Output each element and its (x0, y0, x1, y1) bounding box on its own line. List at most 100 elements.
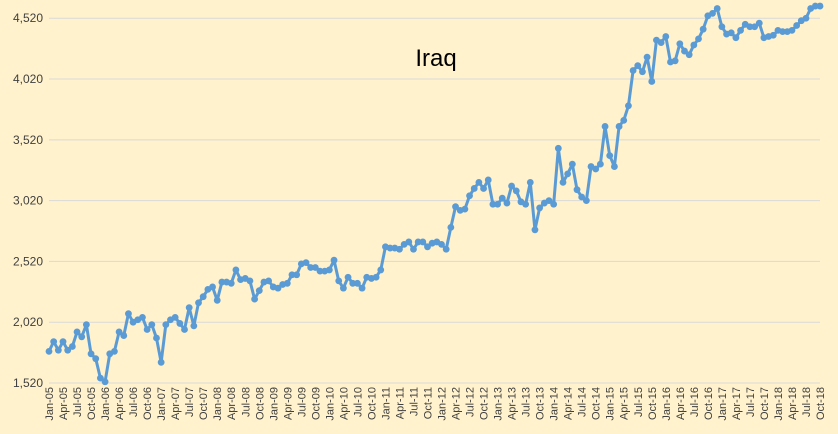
data-point (358, 284, 366, 292)
data-point (676, 40, 684, 48)
data-point (779, 28, 787, 36)
x-tick-label: Apr-18 (787, 387, 799, 420)
data-point (816, 2, 824, 10)
data-point (162, 321, 170, 329)
x-tick-label: Oct-05 (86, 387, 98, 420)
x-tick-label: Apr-05 (58, 387, 70, 420)
data-point (354, 279, 361, 287)
y-tick-label: 4,520 (13, 11, 43, 25)
data-point (685, 51, 693, 59)
x-tick-label: Jan-11 (380, 387, 392, 420)
data-point (559, 178, 567, 186)
data-point (568, 160, 576, 168)
data-point (737, 26, 744, 34)
data-point (209, 283, 216, 291)
x-tick-label: Oct-18 (815, 387, 827, 420)
x-tick-label: Jul-10 (352, 387, 364, 417)
data-point (59, 338, 67, 346)
data-point (87, 350, 95, 358)
data-point (311, 264, 319, 271)
data-point (176, 320, 184, 327)
x-tick-label: Oct-06 (142, 387, 154, 420)
y-axis-ticks: 1,520 2,020 2,520 3,020 3,520 4,020 4,520 (13, 11, 43, 390)
x-tick-label: Oct-16 (703, 387, 715, 420)
data-point (489, 200, 497, 208)
data-point (746, 23, 754, 31)
x-tick-label: Jul-07 (184, 387, 196, 417)
x-tick-label: Oct-09 (310, 387, 322, 420)
data-point (442, 245, 450, 253)
data-point (751, 23, 758, 31)
data-point (157, 358, 165, 366)
data-point (755, 19, 763, 27)
data-point (265, 277, 273, 285)
data-point (68, 343, 76, 350)
data-point (293, 271, 301, 279)
data-point (461, 205, 469, 213)
data-point (713, 5, 721, 12)
data-point (153, 334, 160, 342)
x-axis-ticks: Jan-05 Apr-05 Jul-05 Oct-05 Jan-06 Apr-06 Jul-… (44, 387, 827, 421)
x-tick-label: Apr-10 (338, 387, 350, 420)
data-point (288, 271, 296, 279)
y-tick-label: 4,020 (13, 72, 43, 86)
x-tick-label: Jan-10 (324, 387, 336, 421)
data-point (601, 123, 609, 130)
data-point (438, 240, 445, 248)
x-tick-label: Oct-17 (759, 387, 771, 420)
data-point (606, 152, 614, 160)
data-point (82, 321, 90, 329)
data-point (92, 355, 100, 363)
data-point (615, 123, 623, 130)
data-point (690, 41, 698, 49)
data-point (181, 326, 188, 333)
data-point (302, 259, 310, 267)
data-point (695, 35, 702, 43)
y-tick-label: 3,020 (13, 194, 43, 208)
data-point (185, 304, 193, 312)
data-point (573, 186, 581, 194)
data-point (498, 194, 506, 202)
data-point (699, 25, 707, 33)
data-point (73, 328, 81, 336)
x-tick-label: Oct-07 (198, 387, 210, 420)
x-tick-label: Jul-11 (408, 387, 420, 416)
data-point (578, 193, 586, 201)
data-point (424, 243, 431, 251)
data-point (316, 267, 324, 275)
data-point (625, 102, 632, 110)
x-tick-label: Jan-07 (156, 387, 168, 421)
data-point (344, 273, 352, 281)
data-point (246, 277, 254, 285)
data-point (620, 116, 628, 124)
x-tick-label: Jul-14 (577, 387, 589, 417)
data-point (545, 197, 553, 205)
data-point (143, 326, 151, 333)
data-point (550, 200, 558, 208)
data-point (111, 347, 118, 355)
x-tick-label: Jan-15 (605, 387, 617, 421)
data-point (125, 310, 132, 318)
data-point (662, 33, 670, 40)
data-point (592, 165, 600, 173)
data-point (727, 29, 735, 37)
x-tick-label: Jul-06 (128, 387, 140, 417)
data-point (64, 346, 72, 354)
data-point (522, 200, 530, 208)
x-tick-label: Apr-14 (563, 387, 575, 420)
x-tick-label: Apr-17 (731, 387, 743, 420)
data-point (788, 26, 796, 34)
data-point (330, 256, 338, 264)
x-tick-label: Jan-18 (773, 387, 785, 421)
x-tick-label: Apr-06 (114, 387, 126, 420)
data-point (452, 203, 459, 211)
x-tick-label: Jul-16 (689, 387, 701, 417)
x-tick-label: Apr-16 (675, 387, 687, 420)
data-point (470, 185, 478, 192)
x-tick-label: Jul-15 (633, 387, 645, 417)
x-tick-label: Jan-09 (268, 387, 280, 421)
x-tick-label: Jul-05 (72, 387, 84, 417)
data-point (484, 176, 492, 184)
